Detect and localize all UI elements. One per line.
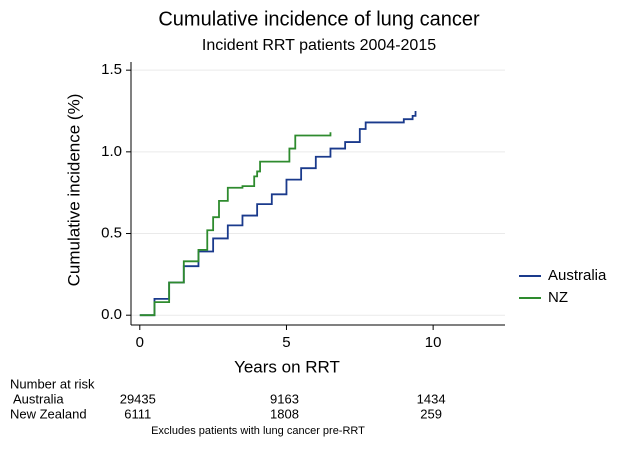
y-tick-label: 0.0 xyxy=(101,306,122,323)
chart-title: Cumulative incidence of lung cancer xyxy=(158,8,480,30)
legend-label: NZ xyxy=(548,289,568,306)
risk-row-name: Australia xyxy=(13,391,64,406)
x-tick-label: 5 xyxy=(282,334,290,351)
y-tick-label: 1.5 xyxy=(101,61,122,78)
risk-value: 1434 xyxy=(417,391,446,406)
risk-value: 1808 xyxy=(270,406,299,421)
y-axis-label: Cumulative incidence (%) xyxy=(64,94,83,287)
chart-subtitle: Incident RRT patients 2004-2015 xyxy=(202,37,436,54)
x-tick-label: 0 xyxy=(136,334,144,351)
risk-value: 259 xyxy=(420,406,442,421)
y-tick-label: 1.0 xyxy=(101,143,122,160)
x-axis-label: Years on RRT xyxy=(234,357,340,376)
step-line xyxy=(139,111,417,317)
risk-value: 29435 xyxy=(120,391,156,406)
risk-value: 6111 xyxy=(124,406,151,421)
note: Excludes patients with lung cancer pre-R… xyxy=(151,425,365,437)
legend-label: Australia xyxy=(548,267,607,284)
risk-table-title: Number at risk xyxy=(10,376,95,391)
x-tick-label: 10 xyxy=(425,334,442,351)
step-line xyxy=(139,132,332,317)
y-tick-label: 0.5 xyxy=(101,224,122,241)
risk-value: 9163 xyxy=(270,391,299,406)
risk-row-name: New Zealand xyxy=(10,406,87,421)
